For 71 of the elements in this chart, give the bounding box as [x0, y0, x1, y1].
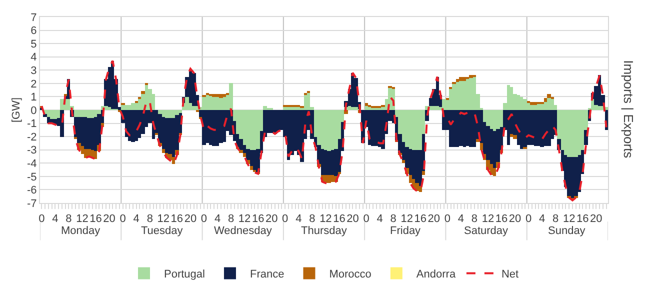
- x-tick-label: 8: [66, 213, 72, 226]
- x-tick-label: 0: [282, 213, 288, 226]
- x-tick-label: 8: [471, 213, 478, 226]
- text: Monday: [61, 225, 101, 237]
- y-tick-label: -3: [27, 144, 37, 157]
- x-tick-label: 12: [562, 213, 576, 226]
- y-tick-label: -5: [27, 171, 37, 184]
- y-tick-label: 4: [30, 52, 37, 64]
- x-tick-label: 0: [200, 213, 208, 226]
- x-tick-label: 0: [38, 213, 45, 226]
- y-tick-label: -7: [27, 198, 37, 210]
- x-tick-label: 4: [458, 213, 464, 226]
- text: Thursday: [301, 225, 348, 237]
- text: Friday: [390, 225, 422, 237]
- legend-label: France: [250, 268, 284, 281]
- x-tick-label: 16: [414, 213, 426, 226]
- x-tick-label: 20: [346, 213, 359, 226]
- x-tick-label: 20: [590, 213, 602, 226]
- y-tick-label: 6: [30, 25, 37, 38]
- x-tick-label: 16: [170, 213, 184, 226]
- legend-label: Net: [501, 268, 519, 281]
- x-tick-label: 4: [539, 213, 546, 226]
- x-tick-label: 12: [238, 213, 251, 226]
- x-tick-label: 12: [400, 213, 413, 226]
- x-tick-label: 12: [320, 213, 332, 226]
- text: Tuesday: [141, 225, 184, 237]
- x-tick-label: 8: [146, 213, 153, 226]
- x-tick-label: 4: [133, 213, 140, 226]
- y-tick-label: 5: [30, 38, 37, 50]
- x-tick-label: 0: [120, 213, 126, 226]
- legend-label: Portugal: [164, 268, 205, 281]
- y-tick-label: 1: [30, 92, 37, 104]
- y-tick-label: -6: [27, 184, 37, 197]
- x-tick-label: 20: [184, 213, 197, 226]
- x-tick-label: 16: [576, 213, 589, 226]
- y-tick-label: 7: [30, 12, 37, 24]
- x-tick-label: 16: [495, 213, 508, 226]
- text: Wednesday: [214, 225, 272, 237]
- x-tick-label: 8: [552, 213, 559, 226]
- x-tick-label: 20: [265, 213, 278, 226]
- x-tick-label: 12: [76, 213, 88, 226]
- x-tick-label: 4: [376, 213, 383, 226]
- y2-axis-title: Imports | Exports: [620, 60, 636, 159]
- x-tick-label: 0: [363, 213, 370, 226]
- x-tick-label: 16: [333, 213, 346, 226]
- x-tick-label: 4: [296, 213, 302, 226]
- y-tick-label: 2: [30, 78, 37, 90]
- x-tick-label: 16: [252, 213, 264, 226]
- y-tick-label: 0: [30, 104, 37, 117]
- x-tick-label: 20: [428, 213, 440, 226]
- x-tick-label: 20: [508, 213, 522, 226]
- legend-label: Andorra: [416, 268, 456, 281]
- x-tick-label: 16: [90, 213, 102, 226]
- x-tick-label: 12: [157, 213, 170, 226]
- y-tick-label: -4: [27, 158, 37, 170]
- y-tick-label: -1: [27, 118, 37, 130]
- legend-label: Morocco: [329, 268, 372, 281]
- x-tick-label: 12: [482, 213, 494, 226]
- text: Saturday: [464, 225, 509, 237]
- x-tick-label: 4: [214, 213, 221, 226]
- x-tick-label: 8: [309, 213, 316, 226]
- text: Sunday: [548, 225, 586, 237]
- y-axis-title: [GW]: [10, 97, 23, 123]
- x-tick-label: 4: [52, 213, 58, 226]
- x-tick-label: 8: [228, 213, 234, 226]
- x-tick-label: 20: [103, 213, 116, 226]
- y-tick-label: -2: [27, 131, 37, 144]
- x-tick-label: 0: [444, 213, 450, 226]
- y-tick-label: 3: [30, 64, 37, 77]
- x-tick-label: 8: [390, 213, 396, 226]
- x-tick-label: 0: [525, 213, 532, 226]
